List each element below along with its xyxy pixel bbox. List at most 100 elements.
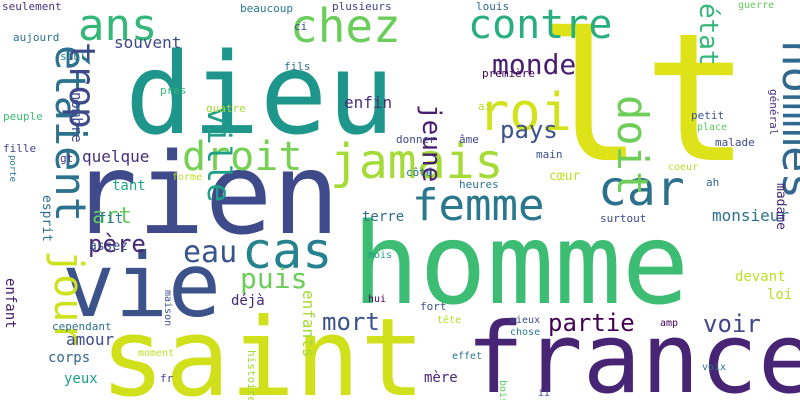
cloud-word: aujourd <box>13 31 59 44</box>
cloud-word: vie <box>62 234 221 337</box>
cloud-word: partie <box>548 309 635 337</box>
cloud-word: histoire <box>245 350 258 400</box>
cloud-word: nombre <box>68 92 84 143</box>
cloud-word: cas <box>242 222 332 280</box>
cloud-word: art <box>92 204 132 229</box>
cloud-word: jamais <box>330 134 503 190</box>
cloud-word: chose <box>510 327 540 338</box>
cloud-word: enfants <box>299 290 318 357</box>
cloud-word: voir <box>703 310 761 338</box>
cloud-word: fils <box>284 60 311 73</box>
cloud-word: enfant <box>2 278 18 329</box>
cloud-word: jeune <box>416 104 446 182</box>
cloud-word: beaucoup <box>240 2 293 15</box>
cloud-word: tête <box>437 314 461 326</box>
cloud-word: droit <box>182 134 302 180</box>
cloud-word: dieu <box>125 30 395 160</box>
cloud-word: fr <box>160 372 174 385</box>
cloud-word: état <box>693 3 723 66</box>
cloud-word: seulement <box>2 0 62 13</box>
cloud-word: rien <box>70 130 340 260</box>
cloud-word: mieux <box>510 315 540 326</box>
cloud-word: père <box>88 230 146 258</box>
cloud-word: moment <box>138 348 174 359</box>
cloud-word: porte <box>7 155 17 182</box>
cloud-word: ii <box>538 388 550 399</box>
cloud-word: quatre <box>206 102 246 115</box>
cloud-word: guerre <box>738 0 774 11</box>
cloud-word: tant <box>112 178 146 194</box>
cloud-word: ans <box>78 0 157 51</box>
cloud-word: étaient <box>46 45 95 222</box>
cloud-word: effet <box>452 351 482 362</box>
cloud-word: ah <box>706 176 719 189</box>
cloud-word: pays <box>500 116 558 144</box>
cloud-word: surtout <box>600 212 646 225</box>
cloud-word: petit <box>691 109 724 122</box>
cloud-word: puis <box>240 262 307 295</box>
cloud-word: hui <box>368 294 386 305</box>
cloud-word: voix <box>702 362 726 373</box>
cloud-word: côté <box>406 166 433 179</box>
cloud-word: bois <box>497 380 508 400</box>
cloud-word: car <box>598 161 685 217</box>
cloud-word: ci <box>294 20 307 33</box>
cloud-word: forme <box>172 172 202 183</box>
cloud-word: déjà <box>231 293 265 309</box>
cloud-word: seul <box>60 50 87 63</box>
cloud-word: femme <box>412 180 544 231</box>
cloud-word: chez <box>290 0 401 53</box>
cloud-word: peuple <box>3 110 43 123</box>
cloud-word: yeux <box>64 371 98 387</box>
cloud-word: quelque <box>82 147 149 166</box>
cloud-word: saint <box>100 296 425 400</box>
cloud-word: gt <box>60 152 73 165</box>
cloud-word: plusieurs <box>332 0 392 13</box>
cloud-word: maison <box>162 290 173 326</box>
cloud-word: homme <box>352 200 689 330</box>
cloud-word: amour <box>66 330 115 349</box>
cloud-word: fort <box>420 300 447 313</box>
cloud-word: terre <box>362 209 404 225</box>
cloud-word: première <box>482 67 535 80</box>
cloud-word: âme <box>459 133 479 146</box>
cloud-word: place <box>697 122 727 133</box>
cloud-word: enfin <box>344 93 392 112</box>
cloud-word: loi <box>767 287 792 303</box>
cloud-word: hommes <box>772 40 800 199</box>
cloud-word: cependant <box>52 320 112 333</box>
cloud-word: corps <box>48 350 90 366</box>
cloud-word: jour <box>45 250 91 346</box>
cloud-word: malade <box>715 136 755 149</box>
cloud-word: assez <box>89 239 128 254</box>
cloud-word: roi <box>478 83 572 143</box>
cloud-word: contre <box>468 2 613 48</box>
cloud-word: souvent <box>114 33 181 52</box>
cloud-word: eau <box>183 235 237 270</box>
cloud-word: main <box>536 148 563 161</box>
cloud-word: france <box>466 302 800 400</box>
cloud-word: fille <box>3 142 36 155</box>
cloud-word: donner <box>396 133 436 146</box>
cloud-word: air <box>478 100 498 113</box>
cloud-word: amp <box>660 318 678 329</box>
cloud-word: monsieur <box>712 206 789 225</box>
cloud-word: mois <box>368 250 392 261</box>
cloud-word: madame <box>773 183 788 230</box>
cloud-word: lt <box>536 0 750 202</box>
cloud-word: cœur <box>549 169 580 184</box>
cloud-word: mère <box>424 370 458 386</box>
cloud-word: esprit <box>39 195 54 242</box>
cloud-word: devant <box>735 269 786 285</box>
cloud-word: heures <box>459 178 499 191</box>
cloud-word: ville <box>200 106 238 202</box>
cloud-word: monde <box>492 48 576 81</box>
cloud-word: louis <box>476 0 509 13</box>
cloud-word: coeur <box>668 162 698 173</box>
cloud-word: près <box>160 84 187 97</box>
cloud-word: doit <box>608 95 657 196</box>
cloud-word: général <box>767 89 780 135</box>
cloud-word: mort <box>322 308 380 336</box>
cloud-word: trop <box>61 42 102 129</box>
